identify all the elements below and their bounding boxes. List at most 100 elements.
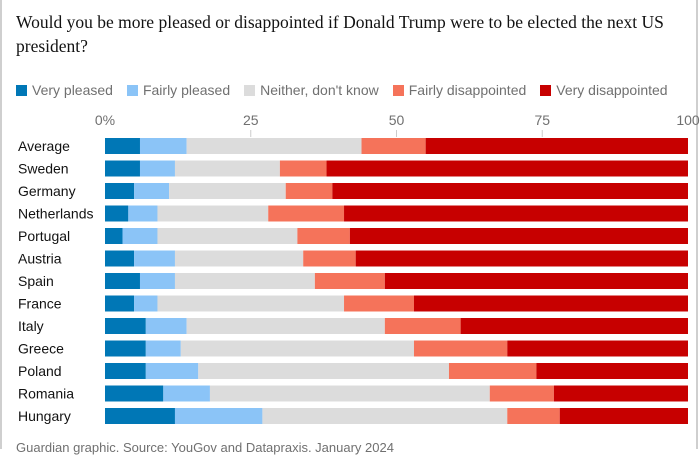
category-label: Romania bbox=[18, 386, 74, 402]
bar-segment bbox=[157, 205, 269, 222]
category-label: Germany bbox=[18, 183, 76, 199]
bar-segment bbox=[553, 385, 688, 402]
legend-label: Very pleased bbox=[32, 82, 113, 98]
legend-label: Fairly disappointed bbox=[408, 82, 527, 98]
bar-segment bbox=[134, 183, 170, 199]
bar-segment bbox=[174, 160, 280, 177]
bar-segment bbox=[186, 318, 385, 334]
category-label: Poland bbox=[18, 363, 62, 379]
bar-segment bbox=[314, 273, 385, 289]
bar-segment bbox=[209, 385, 490, 402]
tick-label: 25 bbox=[243, 112, 259, 128]
bar-segment bbox=[268, 205, 345, 222]
bar-segment bbox=[384, 273, 688, 289]
legend-swatch bbox=[540, 84, 552, 96]
bar-segment bbox=[157, 295, 345, 312]
bar-segment bbox=[559, 408, 688, 424]
bar-segment bbox=[145, 318, 187, 334]
bar-segment bbox=[384, 318, 461, 334]
bar-segment bbox=[139, 160, 175, 177]
bar-segment bbox=[198, 363, 449, 379]
bar-segment bbox=[134, 295, 158, 312]
bar-segment bbox=[105, 318, 146, 334]
category-label: Netherlands bbox=[18, 206, 94, 222]
legend-item: Fairly pleased bbox=[126, 82, 231, 98]
bar-segment bbox=[145, 363, 199, 379]
legend-swatch bbox=[126, 84, 138, 96]
bar-segment bbox=[105, 228, 123, 244]
category-label: Spain bbox=[18, 273, 54, 289]
bar-segment bbox=[105, 363, 146, 379]
bar-segment bbox=[262, 408, 508, 424]
legend-swatch bbox=[244, 84, 256, 96]
bar-segment bbox=[105, 340, 146, 357]
bar-segment bbox=[105, 250, 135, 267]
category-label: France bbox=[18, 296, 62, 312]
legend-item: Neither, don't know bbox=[244, 82, 379, 98]
bar-segment bbox=[326, 160, 688, 177]
legend-swatch bbox=[392, 84, 404, 96]
legend-item: Fairly disappointed bbox=[392, 82, 527, 98]
bar-segment bbox=[139, 138, 187, 154]
legend-label: Very disappointed bbox=[556, 82, 668, 98]
category-label: Greece bbox=[18, 341, 64, 357]
bar-segment bbox=[460, 318, 688, 334]
legend-label: Neither, don't know bbox=[260, 82, 379, 98]
legend-label: Fairly pleased bbox=[142, 82, 231, 98]
bar-segment bbox=[105, 385, 164, 402]
bar-segment bbox=[413, 295, 688, 312]
bar-segment bbox=[413, 340, 508, 357]
bar-segment bbox=[174, 408, 263, 424]
source-footer: Guardian graphic. Source: YouGov and Dat… bbox=[16, 440, 394, 455]
bar-segment bbox=[180, 340, 414, 357]
tick-label: 75 bbox=[534, 112, 550, 128]
category-label: Portugal bbox=[18, 228, 70, 244]
chart-title: Would you be more pleased or disappointe… bbox=[16, 12, 664, 56]
legend-swatch bbox=[16, 84, 27, 96]
tick-label: 50 bbox=[389, 112, 405, 128]
category-label: Italy bbox=[18, 318, 44, 334]
bar-segment bbox=[285, 183, 333, 199]
legend-item: Very disappointed bbox=[540, 82, 668, 98]
bar-segment bbox=[507, 408, 560, 424]
bar-segment bbox=[303, 250, 356, 267]
tick-label: 100 bbox=[676, 112, 700, 128]
bar-segment bbox=[105, 205, 129, 222]
bar-segment bbox=[297, 228, 350, 244]
bar-segment bbox=[105, 160, 140, 177]
bar-segment bbox=[174, 273, 315, 289]
bar-segment bbox=[507, 340, 688, 357]
bar-segment bbox=[344, 205, 688, 222]
bar-segment bbox=[174, 250, 304, 267]
bar-segment bbox=[105, 295, 135, 312]
bar-segment bbox=[361, 138, 426, 154]
bar-segment bbox=[122, 228, 158, 244]
bar-segment bbox=[105, 138, 140, 154]
category-label: Austria bbox=[18, 251, 62, 267]
legend-item: Very pleased bbox=[16, 82, 113, 98]
bar-segment bbox=[134, 250, 175, 267]
category-label: Hungary bbox=[18, 408, 71, 424]
bar-segment bbox=[139, 273, 175, 289]
bar-segment bbox=[145, 340, 181, 357]
bar-segment bbox=[344, 295, 414, 312]
category-label: Average bbox=[18, 138, 70, 154]
bar-segment bbox=[355, 250, 688, 267]
bar-segment bbox=[163, 385, 210, 402]
legend: Very pleased Fairly pleased Neither, don't… bbox=[16, 82, 668, 98]
bar-segment bbox=[349, 228, 688, 244]
category-label: Sweden bbox=[18, 161, 69, 177]
bar-segment bbox=[186, 138, 362, 154]
bar-segment bbox=[105, 408, 175, 424]
bar-segment bbox=[489, 385, 554, 402]
bar-segment bbox=[448, 363, 537, 379]
bar-segment bbox=[105, 183, 135, 199]
bar-segment bbox=[169, 183, 286, 199]
bar-segment bbox=[425, 138, 688, 154]
bar-segment bbox=[332, 183, 688, 199]
bar-segment bbox=[157, 228, 298, 244]
bar-segment bbox=[536, 363, 688, 379]
bar-segment bbox=[279, 160, 327, 177]
